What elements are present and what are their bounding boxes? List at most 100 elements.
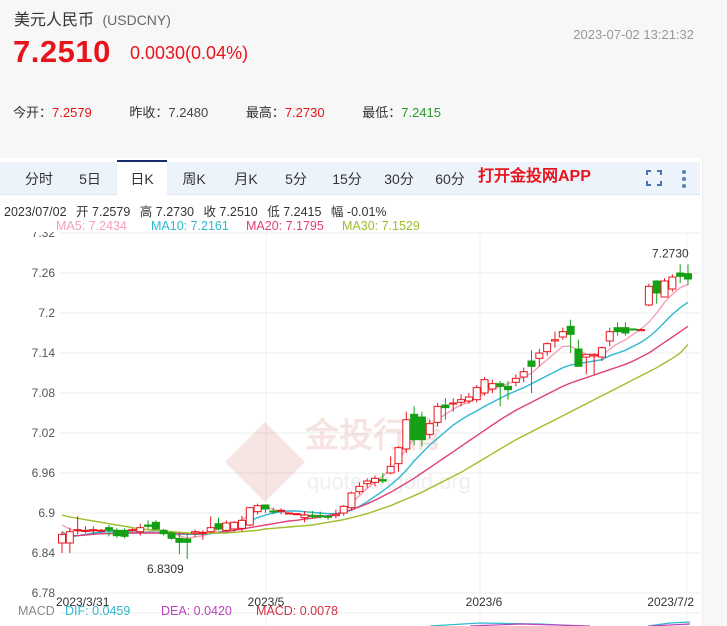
candle-body	[331, 513, 340, 517]
stat-high: 最高：7.2730	[246, 105, 325, 120]
macd-dea-line	[469, 623, 591, 626]
y-tick-label: 6.78	[32, 586, 56, 600]
tab-5min[interactable]: 5分	[285, 171, 307, 187]
candle-body	[347, 492, 356, 509]
candle-body	[378, 479, 387, 482]
macd-dif: DIF: 0.0459	[65, 604, 131, 618]
candle-body	[65, 531, 74, 544]
candle-body	[410, 413, 419, 441]
candle-body	[668, 276, 677, 290]
candle-body	[417, 416, 426, 441]
y-tick-label: 7.2	[38, 306, 55, 320]
price-change: 0.0030(0.04%)	[130, 43, 249, 63]
macd-value: MACD: 0.0078	[256, 604, 338, 618]
max-annotation: 7.2730	[652, 246, 689, 260]
tab-15min[interactable]: 15分	[332, 171, 362, 187]
x-tick-label: 2023/7/2	[647, 595, 694, 609]
instrument-code: (USDCNY)	[102, 12, 171, 28]
tab-monthly-k[interactable]: 月K	[234, 171, 258, 187]
candle-body	[175, 537, 184, 543]
stat-low: 最低：7.2415	[362, 105, 441, 120]
ohlc-low-label: 低	[267, 205, 280, 219]
period-tabs: 分时 5日 日K 周K 月K 5分 15分 30分 60分 打开金投网APP	[0, 160, 700, 197]
candle-body	[386, 465, 395, 474]
candle-body	[300, 514, 309, 519]
candle-body	[58, 533, 66, 544]
y-tick-label: 7.02	[32, 426, 56, 440]
candle-body	[464, 396, 473, 402]
ohlc-low: 7.2415	[283, 205, 322, 219]
x-tick-label: 2023/5	[248, 595, 285, 609]
candle-body	[597, 347, 606, 358]
stat-high-label: 最高：	[245, 105, 285, 120]
fullscreen-icon[interactable]	[646, 170, 662, 186]
instrument-title: 美元人民币 (USDCNY)	[14, 6, 171, 30]
candle-body	[402, 419, 411, 450]
legend-ma10: MA10: 7.2161	[151, 219, 229, 233]
instrument-name: 美元人民币	[14, 12, 95, 29]
candle-body	[504, 385, 513, 391]
candle-body	[159, 529, 168, 535]
candle-body	[269, 510, 278, 513]
chart-panel	[0, 158, 703, 626]
candle-body	[355, 485, 364, 493]
candle-body	[371, 477, 379, 483]
candlestick-chart[interactable]: 7.32 7.26 7.2 7.14 7.08 7.02 6.96 6.9 6.84 6.78 金投…	[0, 232, 702, 626]
candle-body	[292, 513, 301, 516]
candle-body	[527, 360, 536, 367]
candle-body	[136, 527, 145, 533]
ohlc-high-label: 高	[139, 205, 153, 219]
y-tick-label: 7.08	[32, 386, 56, 400]
candle-body	[519, 371, 528, 378]
x-tick-label: 2023/6	[466, 595, 503, 609]
tab-weekly-k[interactable]: 周K	[182, 171, 206, 187]
y-tick-label: 7.26	[32, 266, 56, 280]
candle-body	[128, 529, 137, 532]
macd-dea: DEA: 0.0420	[161, 604, 232, 618]
candle-body	[245, 507, 254, 526]
candle-body	[324, 515, 333, 518]
tab-30min[interactable]: 30分	[384, 171, 414, 187]
candle-body	[582, 353, 591, 358]
tab-60min[interactable]: 60分	[435, 171, 465, 187]
candle-body	[73, 529, 82, 532]
candle-body	[433, 405, 442, 423]
macd-title: MACD	[18, 604, 55, 618]
y-tick-label: 7.14	[32, 346, 56, 360]
open-app-link[interactable]: 打开金投网APP	[478, 168, 591, 185]
candle-body	[284, 512, 293, 515]
more-vertical-icon[interactable]	[680, 168, 688, 188]
candle-body	[684, 273, 692, 280]
candle-body	[472, 387, 481, 401]
ohlc-close: 7.2510	[219, 205, 258, 219]
candle-body	[97, 529, 106, 532]
candle-body	[151, 521, 160, 530]
ohlc-open: 7.2579	[92, 205, 131, 219]
candle-body	[457, 399, 466, 403]
y-tick-label: 7.32	[32, 232, 56, 240]
candle-body	[316, 515, 325, 518]
candle-body	[425, 423, 434, 435]
candle-body	[167, 532, 176, 539]
candle-body	[214, 523, 223, 530]
stat-low-label: 最低：	[362, 105, 402, 120]
candle-body	[222, 522, 231, 531]
x-tick-label: 2023/3/31	[56, 595, 110, 609]
tab-daily-k[interactable]: 日K	[117, 160, 167, 197]
candle-body	[198, 531, 207, 534]
candle-body	[629, 328, 638, 331]
candle-body	[488, 383, 497, 390]
candle-body	[308, 515, 317, 518]
ohlc-readout: 2023/07/02 开 7.2579 高 7.2730 收 7.2510 低 …	[4, 201, 393, 220]
tab-intraday[interactable]: 分时	[25, 171, 53, 187]
ohlc-amp: -0.01%	[346, 205, 387, 219]
stat-low-value: 7.2415	[401, 105, 441, 120]
candle-body	[394, 447, 403, 465]
candle-body	[652, 280, 661, 294]
ohlc-high: 7.2730	[155, 205, 194, 219]
candle-body	[480, 379, 489, 394]
tab-5day[interactable]: 5日	[79, 171, 101, 187]
stat-open: 今开：7.2579	[13, 105, 92, 120]
candle-body	[253, 505, 262, 513]
legend-ma30: MA30: 7.1529	[342, 219, 420, 233]
